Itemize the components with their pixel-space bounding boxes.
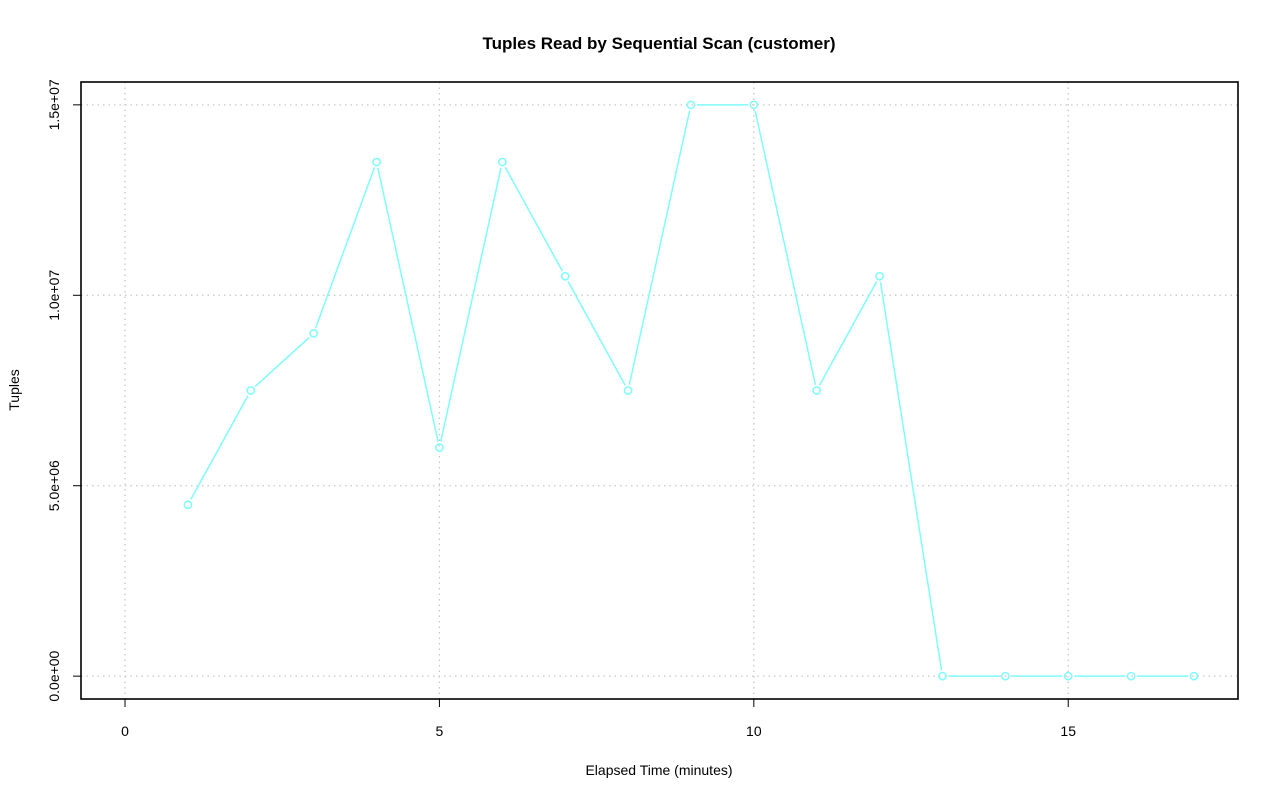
y-tick-label: 1.0e+07 bbox=[46, 270, 62, 321]
y-axis: 0.0e+00 5.0e+06 1.0e+07 1.5e+07 bbox=[46, 79, 81, 702]
x-axis-label: Elapsed Time (minutes) bbox=[585, 762, 732, 778]
series-line-segment bbox=[439, 167, 502, 442]
x-tick-label: 0 bbox=[121, 723, 129, 739]
data-point bbox=[309, 329, 319, 338]
data-point bbox=[623, 386, 633, 395]
x-tick-label: 5 bbox=[436, 723, 444, 739]
series-line-segment bbox=[818, 281, 878, 386]
data-point bbox=[560, 271, 570, 281]
series-line-segment bbox=[567, 281, 626, 386]
data-point bbox=[812, 386, 822, 395]
x-tick-label: 10 bbox=[746, 723, 762, 739]
series-line-segment bbox=[628, 110, 691, 385]
y-tick-label: 1.5e+07 bbox=[46, 79, 62, 130]
data-point bbox=[875, 271, 884, 281]
y-tick-label: 5.0e+06 bbox=[46, 460, 62, 511]
series-line-segment bbox=[377, 167, 439, 442]
y-axis-label: Tuples bbox=[6, 369, 22, 411]
data-point bbox=[1189, 671, 1199, 681]
data-point bbox=[246, 386, 256, 395]
grid-lines bbox=[81, 82, 1238, 699]
series-line-segment bbox=[254, 336, 310, 388]
y-tick-label: 0.0e+00 bbox=[46, 650, 62, 701]
series-line-segment bbox=[315, 167, 376, 328]
series-line-segment bbox=[190, 395, 249, 500]
x-tick-label: 15 bbox=[1060, 723, 1076, 739]
data-point bbox=[749, 100, 759, 110]
series-line-segment bbox=[504, 166, 563, 272]
data-point bbox=[938, 671, 947, 681]
chart-title: Tuples Read by Sequential Scan (customer… bbox=[483, 34, 836, 53]
data-point bbox=[1000, 671, 1010, 681]
data-point bbox=[497, 157, 507, 167]
data-point bbox=[1126, 671, 1136, 681]
data-point bbox=[435, 443, 444, 452]
plot-frame bbox=[80, 81, 1239, 700]
data-point bbox=[372, 157, 381, 167]
data-point bbox=[183, 500, 193, 510]
series-layer bbox=[183, 100, 1199, 681]
series-line-segment bbox=[754, 110, 817, 385]
x-axis: 0 5 10 15 bbox=[121, 699, 1076, 739]
data-point bbox=[686, 100, 696, 110]
data-point bbox=[1063, 671, 1073, 681]
series-line-segment bbox=[879, 282, 943, 671]
